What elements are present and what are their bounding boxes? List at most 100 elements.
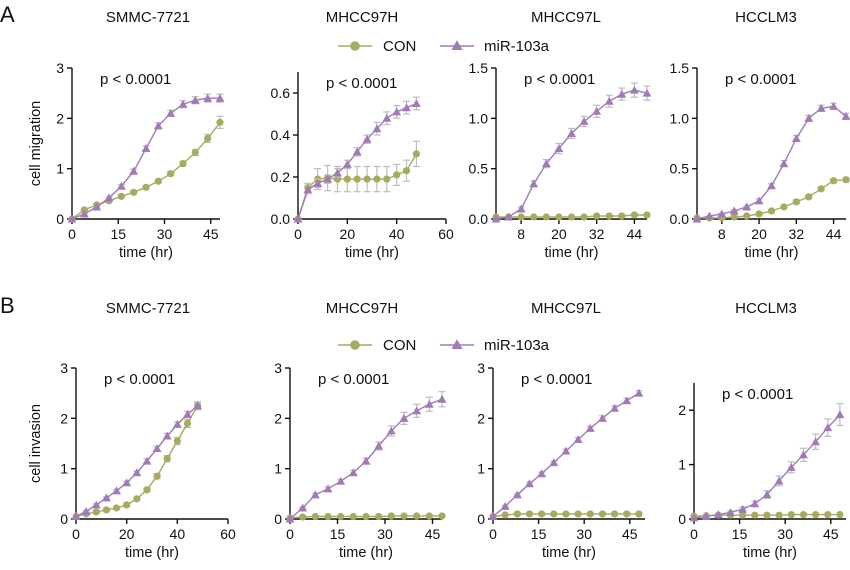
panel-letter-b: B xyxy=(0,293,15,318)
series-con xyxy=(68,115,224,223)
mir-point xyxy=(293,214,303,223)
y-tick-label: 0.0 xyxy=(670,211,690,227)
mir-point xyxy=(142,456,152,465)
mir-point xyxy=(799,450,808,459)
chart-a-hcclm3: HCCLM3 0.0 0.5 1.0 1.5 8 20 32 44 time (hr) p < 0.… xyxy=(670,9,850,261)
con-point xyxy=(643,211,651,219)
y-tick-label: 0.2 xyxy=(271,169,291,185)
mir-point xyxy=(549,458,559,467)
mir-point xyxy=(190,95,200,104)
mir-point xyxy=(835,410,845,419)
con-point xyxy=(517,213,525,221)
con-point xyxy=(363,175,371,183)
mir-point xyxy=(689,513,699,522)
mir-point xyxy=(585,424,595,432)
legend-a: CON miR-103a xyxy=(338,38,550,55)
chart-title: HCCLM3 xyxy=(735,300,797,317)
mir-point xyxy=(122,478,132,487)
y-tick-label: 3 xyxy=(60,360,68,376)
series-con xyxy=(693,176,850,222)
x-tick-label: 45 xyxy=(425,526,441,542)
con-point xyxy=(179,160,187,168)
con-point xyxy=(412,150,420,158)
chart-title: SMMC-7721 xyxy=(106,9,190,26)
con-point xyxy=(400,512,408,520)
mir-point xyxy=(488,512,498,521)
y-tick-label: 2 xyxy=(60,410,68,426)
x-axis-label: time (hr) xyxy=(745,245,799,261)
mir-point xyxy=(352,147,362,156)
x-tick-label: 0 xyxy=(72,526,80,542)
mir-point xyxy=(152,444,162,453)
series-mir xyxy=(293,96,421,223)
mir-point xyxy=(424,399,434,408)
mir-point xyxy=(525,479,534,488)
con-point xyxy=(562,510,570,518)
mir-point xyxy=(333,168,342,177)
mir-point xyxy=(829,101,838,110)
con-point xyxy=(763,511,771,519)
legend-b-mir-marker xyxy=(451,339,463,349)
con-point xyxy=(605,212,613,220)
series-con xyxy=(286,512,446,522)
mir-point xyxy=(774,476,784,485)
mir-point xyxy=(604,96,614,105)
mir-point xyxy=(313,178,323,187)
mir-point xyxy=(705,211,714,220)
mir-point xyxy=(537,469,547,478)
con-point xyxy=(751,511,759,519)
con-point xyxy=(817,185,825,193)
chart-title: MHCC97H xyxy=(326,9,399,26)
series-mir xyxy=(71,401,202,521)
x-tick-label: 30 xyxy=(777,526,793,542)
con-point xyxy=(525,510,534,518)
y-tick-label: 0.0 xyxy=(271,211,291,227)
legend-b-con-label: CON xyxy=(383,337,416,354)
y-tick-label: 0 xyxy=(60,511,68,527)
panel-letter-a: A xyxy=(0,2,15,27)
x-tick-label: 30 xyxy=(157,226,173,242)
y-tick-label: 1 xyxy=(477,461,485,477)
mir-point xyxy=(285,514,295,523)
con-point xyxy=(373,175,381,183)
mir-point xyxy=(512,490,522,499)
y-tick-label: 2 xyxy=(274,410,282,426)
x-tick-label: 8 xyxy=(517,226,525,242)
con-point xyxy=(143,486,151,494)
mir-point xyxy=(610,403,619,412)
x-tick-label: 0 xyxy=(690,526,698,542)
x-axis-label: time (hr) xyxy=(339,545,393,561)
x-tick-label: 45 xyxy=(203,226,219,242)
x-tick-label: 8 xyxy=(718,226,726,242)
con-point xyxy=(792,198,800,206)
legend-b-con-marker xyxy=(350,340,360,350)
mir-point xyxy=(402,103,411,112)
con-point xyxy=(311,512,319,521)
series-mir xyxy=(285,391,447,523)
con-point xyxy=(337,512,345,521)
p-value-annotation: p < 0.0001 xyxy=(722,386,793,403)
mir-point xyxy=(81,507,91,515)
con-point xyxy=(593,212,601,220)
mir-point xyxy=(642,88,652,97)
y-tick-label: 0 xyxy=(678,511,686,527)
mir-point xyxy=(129,166,139,175)
mir-point xyxy=(178,99,188,108)
con-point xyxy=(349,512,357,521)
y-tick-label: 1.5 xyxy=(670,60,690,76)
con-point xyxy=(805,193,813,201)
x-axis-label: time (hr) xyxy=(125,545,179,561)
mir-point xyxy=(692,214,702,223)
mir-point xyxy=(762,490,772,499)
x-tick-label: 0 xyxy=(286,526,294,542)
mir-point xyxy=(193,401,202,410)
mir-point xyxy=(567,129,576,137)
con-point xyxy=(501,511,509,519)
con-point xyxy=(425,512,433,520)
con-point xyxy=(767,207,776,215)
x-tick-label: 15 xyxy=(732,526,748,542)
con-point xyxy=(167,170,175,178)
y-tick-label: 3 xyxy=(274,360,282,376)
legend-a-con-label: CON xyxy=(383,38,416,55)
